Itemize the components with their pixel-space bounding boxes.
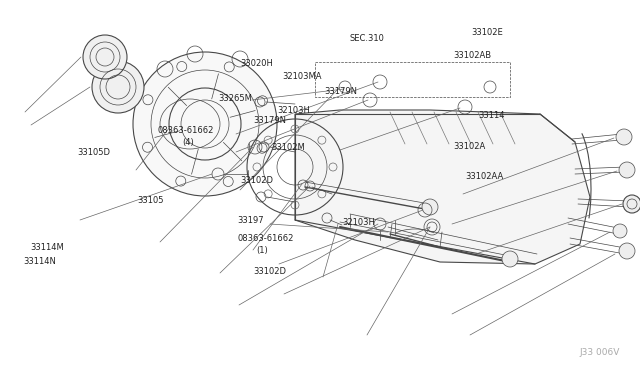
- Text: 33179N: 33179N: [324, 87, 357, 96]
- Circle shape: [613, 224, 627, 238]
- Circle shape: [616, 129, 632, 145]
- Circle shape: [619, 162, 635, 178]
- Text: 33102D: 33102D: [253, 267, 286, 276]
- Text: 33114M: 33114M: [30, 243, 64, 251]
- Text: SEC.310: SEC.310: [350, 33, 385, 42]
- Text: J33 006V: J33 006V: [580, 348, 620, 357]
- Text: (4): (4): [182, 138, 194, 147]
- Text: 33265M: 33265M: [218, 93, 252, 103]
- Text: 33105D: 33105D: [77, 148, 110, 157]
- Text: 32103H: 32103H: [342, 218, 375, 227]
- Text: 33102A: 33102A: [453, 141, 485, 151]
- Circle shape: [623, 195, 640, 213]
- Text: 33102M: 33102M: [271, 142, 305, 151]
- Text: 33020H: 33020H: [240, 58, 273, 67]
- Text: 08363-61662: 08363-61662: [237, 234, 293, 243]
- Circle shape: [619, 243, 635, 259]
- Polygon shape: [295, 110, 590, 264]
- Text: 33197: 33197: [237, 215, 264, 224]
- Text: 32103H: 32103H: [277, 106, 310, 115]
- Text: 32103MA: 32103MA: [282, 71, 321, 80]
- Text: 33105: 33105: [137, 196, 163, 205]
- Circle shape: [133, 52, 277, 196]
- Text: 33102AB: 33102AB: [453, 51, 491, 60]
- Text: 33102E: 33102E: [471, 28, 503, 36]
- Circle shape: [83, 35, 127, 79]
- Text: (1): (1): [256, 246, 268, 254]
- Circle shape: [92, 61, 144, 113]
- Circle shape: [422, 199, 438, 215]
- Text: 33102D: 33102D: [240, 176, 273, 185]
- Text: 33102AA: 33102AA: [465, 171, 503, 180]
- Text: 08363-61662: 08363-61662: [158, 125, 214, 135]
- Text: 33114N: 33114N: [23, 257, 56, 266]
- Text: 33179N: 33179N: [253, 115, 286, 125]
- Text: 33114: 33114: [478, 110, 504, 119]
- Circle shape: [502, 251, 518, 267]
